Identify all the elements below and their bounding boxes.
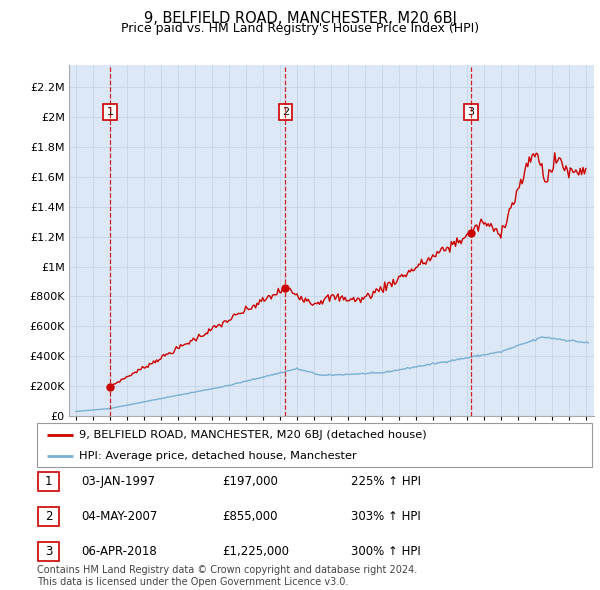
Text: Contains HM Land Registry data © Crown copyright and database right 2024.
This d: Contains HM Land Registry data © Crown c…	[37, 565, 418, 587]
Text: £197,000: £197,000	[222, 475, 278, 488]
Text: £855,000: £855,000	[222, 510, 277, 523]
Text: 03-JAN-1997: 03-JAN-1997	[81, 475, 155, 488]
Text: 9, BELFIELD ROAD, MANCHESTER, M20 6BJ: 9, BELFIELD ROAD, MANCHESTER, M20 6BJ	[143, 11, 457, 25]
Text: 225% ↑ HPI: 225% ↑ HPI	[351, 475, 421, 488]
Text: 2: 2	[282, 107, 289, 117]
Text: 300% ↑ HPI: 300% ↑ HPI	[351, 545, 421, 558]
Text: HPI: Average price, detached house, Manchester: HPI: Average price, detached house, Manc…	[79, 451, 356, 461]
Text: 9, BELFIELD ROAD, MANCHESTER, M20 6BJ (detached house): 9, BELFIELD ROAD, MANCHESTER, M20 6BJ (d…	[79, 430, 427, 440]
FancyBboxPatch shape	[38, 542, 59, 560]
Text: Price paid vs. HM Land Registry's House Price Index (HPI): Price paid vs. HM Land Registry's House …	[121, 22, 479, 35]
Text: 04-MAY-2007: 04-MAY-2007	[81, 510, 157, 523]
Text: £1,225,000: £1,225,000	[222, 545, 289, 558]
FancyBboxPatch shape	[37, 423, 592, 467]
FancyBboxPatch shape	[38, 507, 59, 526]
Text: 2: 2	[45, 510, 52, 523]
Text: 303% ↑ HPI: 303% ↑ HPI	[351, 510, 421, 523]
Text: 3: 3	[467, 107, 475, 117]
FancyBboxPatch shape	[38, 472, 59, 491]
Text: 06-APR-2018: 06-APR-2018	[81, 545, 157, 558]
Text: 1: 1	[106, 107, 113, 117]
Text: 1: 1	[45, 475, 52, 488]
Text: 3: 3	[45, 545, 52, 558]
